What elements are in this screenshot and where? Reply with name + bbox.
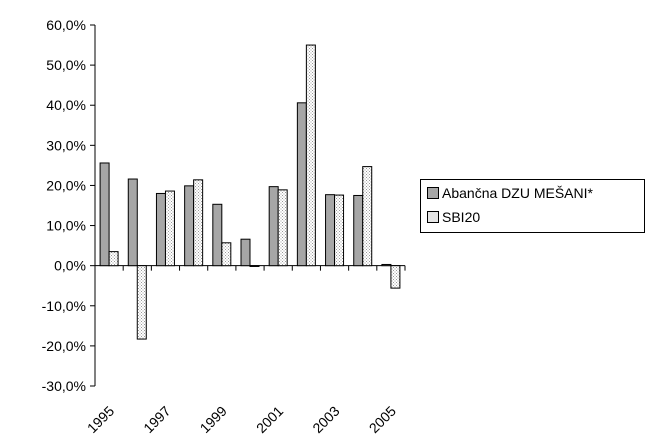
x-tick-label: 1997 bbox=[140, 403, 173, 436]
y-tick-label: 50,0% bbox=[46, 57, 86, 73]
bar-abancna-2002 bbox=[296, 102, 307, 267]
legend-label-sbi20: SBI20 bbox=[442, 209, 481, 225]
bar-sbi20-2005 bbox=[390, 265, 401, 289]
y-tick-label: -10,0% bbox=[42, 298, 86, 314]
bar-sbi20-2001 bbox=[277, 189, 288, 267]
bars bbox=[99, 44, 401, 340]
bar-abancna-2004 bbox=[353, 194, 364, 267]
legend-swatch-sbi20 bbox=[427, 211, 439, 223]
bar-sbi20-1996 bbox=[136, 265, 147, 340]
bar-abancna-2001 bbox=[268, 186, 279, 267]
y-tick-label: 0,0% bbox=[54, 258, 86, 274]
y-tick-label: 30,0% bbox=[46, 137, 86, 153]
bar-sbi20-2000 bbox=[249, 265, 260, 267]
y-tick-label: 60,0% bbox=[46, 17, 86, 33]
bar-sbi20-2002 bbox=[305, 44, 316, 267]
y-tick-label: 10,0% bbox=[46, 218, 86, 234]
bar-sbi20-1997 bbox=[164, 190, 175, 267]
legend: Abančna DZU MEŠANI* SBI20 bbox=[420, 179, 645, 233]
legend-item-sbi20: SBI20 bbox=[427, 207, 480, 227]
x-tick-label: 1995 bbox=[84, 403, 117, 436]
x-tick-label: 2005 bbox=[366, 403, 399, 436]
legend-swatch-abancna bbox=[427, 187, 439, 199]
legend-label-abancna: Abančna DZU MEŠANI* bbox=[442, 185, 593, 201]
bar-abancna-1999 bbox=[212, 203, 223, 267]
bar-abancna-1998 bbox=[184, 185, 195, 267]
bar-abancna-2000 bbox=[240, 238, 251, 267]
y-tick-label: 40,0% bbox=[46, 97, 86, 113]
x-tick-label: 2001 bbox=[253, 403, 286, 436]
bar-abancna-1996 bbox=[127, 178, 138, 267]
bar-abancna-2003 bbox=[325, 194, 336, 267]
legend-item-abancna: Abančna DZU MEŠANI* bbox=[427, 183, 593, 203]
y-tick-label: 20,0% bbox=[46, 177, 86, 193]
x-tick-label: 1999 bbox=[197, 403, 230, 436]
bar-abancna-1995 bbox=[99, 162, 110, 267]
x-axis: 1995 1997 1999 2001 2003 2005 bbox=[84, 265, 406, 436]
x-tick-label: 2003 bbox=[309, 403, 342, 436]
bar-sbi20-2003 bbox=[334, 194, 345, 267]
y-tick-label: -30,0% bbox=[42, 378, 86, 394]
bar-sbi20-2004 bbox=[362, 166, 373, 267]
bar-abancna-2005 bbox=[381, 263, 392, 267]
y-axis: -30,0% -20,0% -10,0% 0,0% 10,0% 20,0% 30,0% 40,… bbox=[42, 17, 96, 394]
bar-abancna-1997 bbox=[155, 192, 166, 267]
bar-sbi20-1998 bbox=[193, 179, 204, 267]
bar-sbi20-1995 bbox=[108, 251, 119, 267]
bar-sbi20-1999 bbox=[221, 242, 232, 267]
y-tick-label: -20,0% bbox=[42, 338, 86, 354]
